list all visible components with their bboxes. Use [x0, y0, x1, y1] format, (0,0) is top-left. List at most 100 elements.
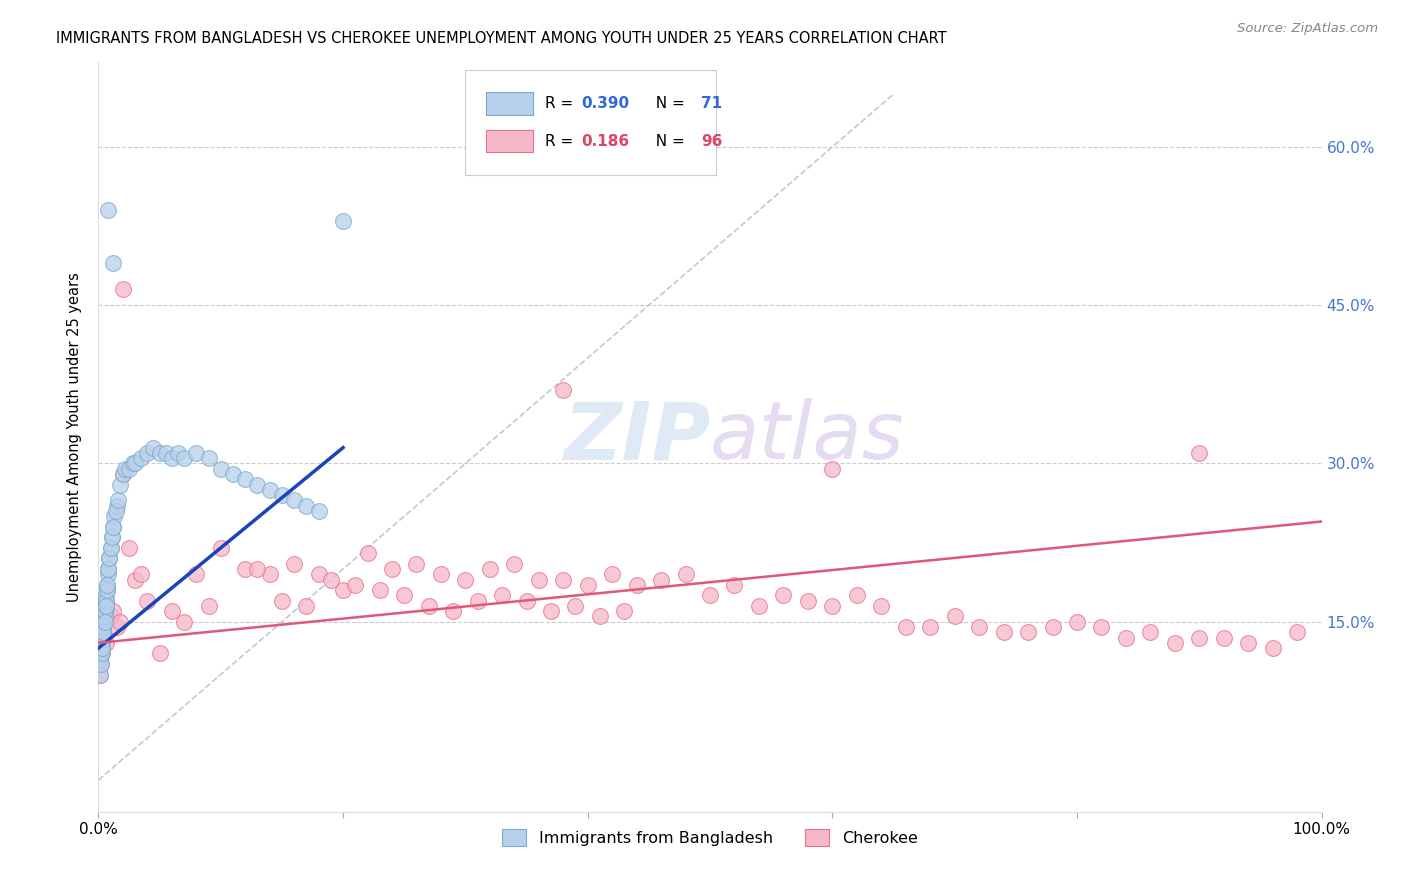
- Point: [101, 530, 124, 544]
- Point: [90, 641, 112, 656]
- Point: [283, 493, 305, 508]
- Point: [1066, 615, 1088, 629]
- Point: [91, 615, 114, 629]
- Point: [993, 625, 1015, 640]
- Point: [967, 620, 990, 634]
- Text: 0.186: 0.186: [582, 134, 630, 149]
- Point: [553, 573, 575, 587]
- Point: [91, 620, 114, 634]
- Point: [118, 541, 141, 555]
- Point: [233, 472, 256, 486]
- Point: [114, 461, 136, 475]
- Point: [160, 451, 183, 466]
- Point: [129, 451, 152, 466]
- Point: [527, 573, 550, 587]
- Point: [332, 213, 354, 227]
- Point: [576, 578, 599, 592]
- Point: [136, 446, 159, 460]
- Point: [675, 567, 697, 582]
- Point: [90, 657, 112, 671]
- Point: [96, 583, 118, 598]
- FancyBboxPatch shape: [486, 93, 533, 115]
- Point: [454, 573, 477, 587]
- Point: [821, 461, 844, 475]
- Point: [96, 578, 118, 592]
- Point: [344, 578, 367, 592]
- FancyBboxPatch shape: [465, 70, 716, 175]
- Point: [93, 604, 115, 618]
- Point: [100, 541, 122, 555]
- Point: [91, 625, 114, 640]
- Point: [246, 562, 269, 576]
- Point: [1188, 446, 1211, 460]
- Point: [93, 604, 115, 618]
- Point: [723, 578, 745, 592]
- Point: [91, 631, 114, 645]
- Point: [167, 446, 190, 460]
- Point: [870, 599, 893, 613]
- Point: [246, 477, 269, 491]
- Point: [91, 625, 114, 640]
- Point: [91, 625, 114, 640]
- Point: [613, 604, 636, 618]
- Point: [89, 667, 111, 681]
- Point: [845, 588, 868, 602]
- Point: [197, 451, 219, 466]
- Point: [98, 551, 121, 566]
- Point: [368, 583, 391, 598]
- Point: [943, 609, 966, 624]
- Text: N =: N =: [647, 134, 690, 149]
- Point: [111, 282, 134, 296]
- Point: [93, 609, 115, 624]
- Point: [209, 461, 232, 475]
- Point: [101, 520, 124, 534]
- Point: [91, 625, 114, 640]
- Point: [430, 567, 453, 582]
- Point: [295, 599, 318, 613]
- Point: [101, 604, 124, 618]
- Point: [97, 203, 120, 218]
- Point: [101, 256, 124, 270]
- Point: [100, 541, 122, 555]
- Point: [136, 593, 159, 607]
- Point: [94, 593, 117, 607]
- Point: [392, 588, 416, 602]
- Point: [259, 567, 281, 582]
- Point: [91, 641, 114, 656]
- Point: [93, 599, 115, 613]
- Point: [91, 636, 114, 650]
- Point: [441, 604, 464, 618]
- Point: [1139, 625, 1161, 640]
- Point: [91, 641, 114, 656]
- Point: [1237, 636, 1260, 650]
- Point: [186, 446, 208, 460]
- Text: IMMIGRANTS FROM BANGLADESH VS CHEROKEE UNEMPLOYMENT AMONG YOUTH UNDER 25 YEARS C: IMMIGRANTS FROM BANGLADESH VS CHEROKEE U…: [56, 31, 946, 46]
- Point: [94, 599, 117, 613]
- Point: [91, 620, 114, 634]
- Point: [283, 557, 305, 571]
- Point: [124, 457, 146, 471]
- Point: [467, 593, 489, 607]
- Point: [894, 620, 917, 634]
- Point: [418, 599, 440, 613]
- Point: [94, 588, 117, 602]
- Point: [564, 599, 586, 613]
- Point: [332, 583, 354, 598]
- Text: 96: 96: [702, 134, 723, 149]
- Point: [308, 567, 330, 582]
- Point: [491, 588, 513, 602]
- Point: [600, 567, 623, 582]
- Text: 71: 71: [702, 96, 723, 112]
- Point: [699, 588, 721, 602]
- Point: [94, 599, 117, 613]
- Point: [101, 530, 124, 544]
- Point: [772, 588, 794, 602]
- Point: [1188, 631, 1211, 645]
- Point: [111, 467, 134, 481]
- Point: [110, 615, 132, 629]
- Point: [270, 593, 294, 607]
- Point: [1164, 636, 1187, 650]
- Point: [91, 625, 114, 640]
- Point: [89, 651, 111, 665]
- Point: [118, 461, 141, 475]
